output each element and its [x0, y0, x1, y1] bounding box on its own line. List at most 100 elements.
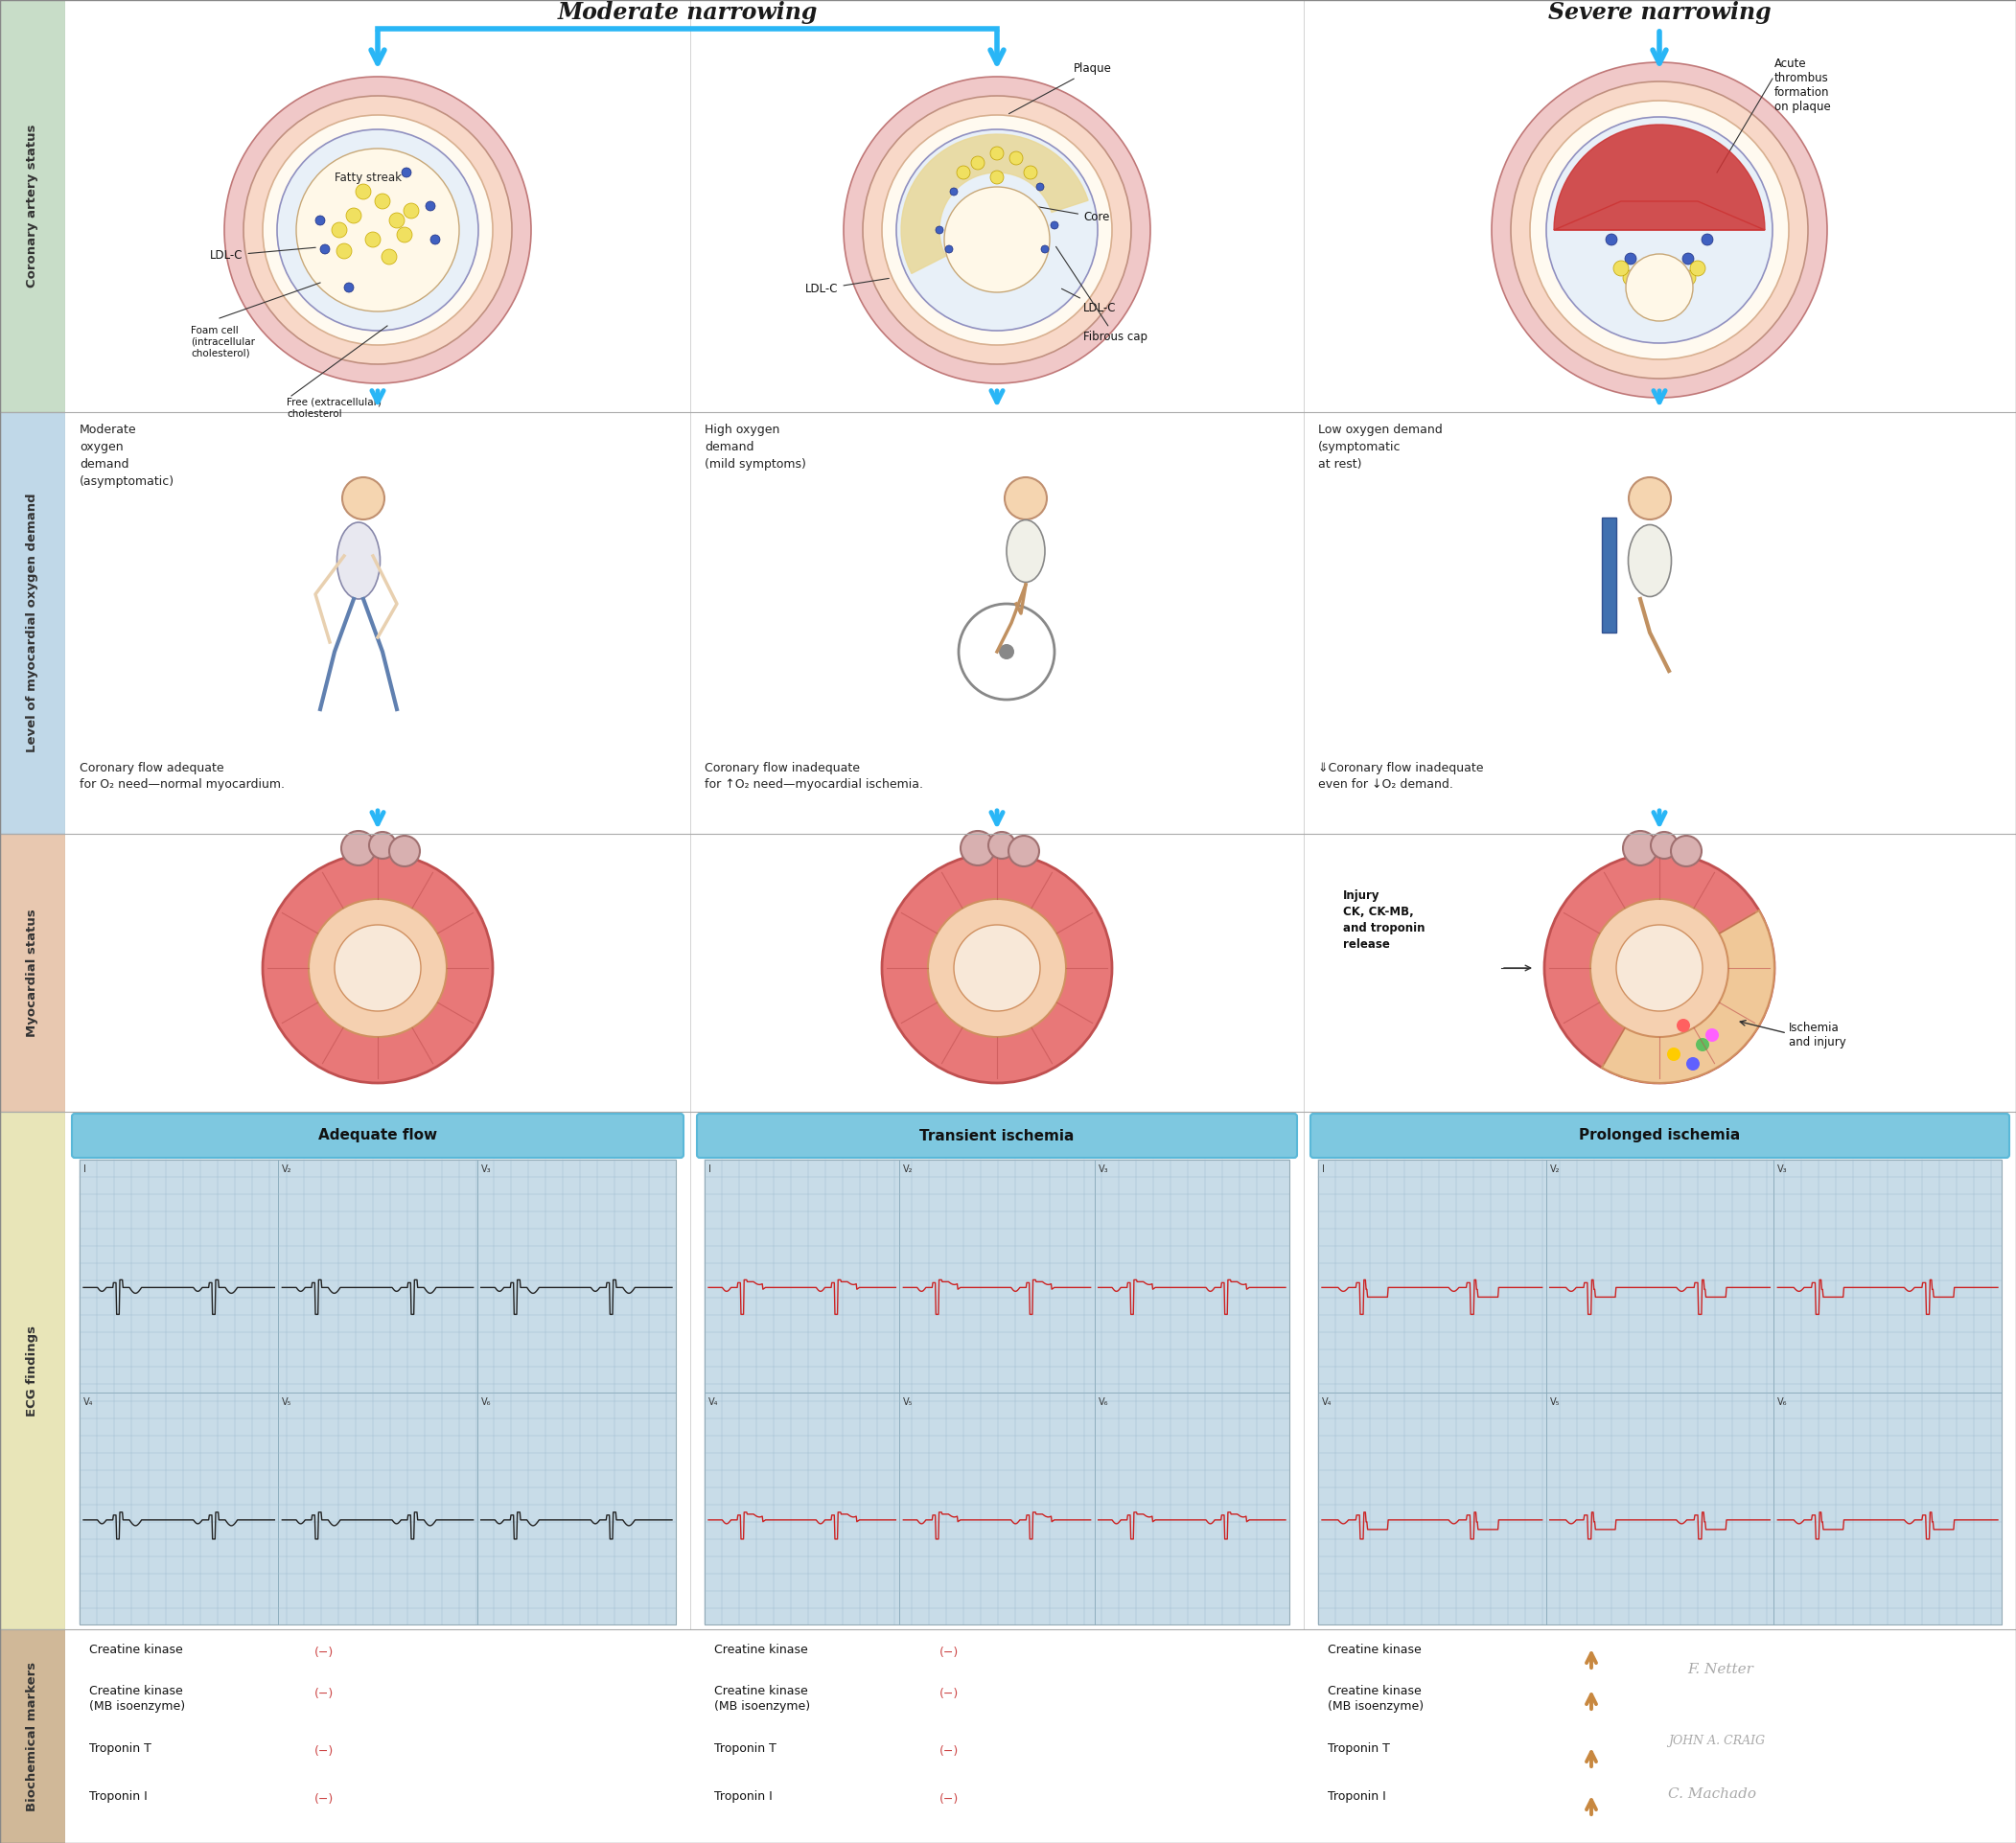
FancyBboxPatch shape [73, 1113, 683, 1157]
Circle shape [960, 831, 996, 866]
Text: I: I [1322, 1165, 1325, 1174]
Bar [478, 1159, 675, 1391]
Text: I: I [708, 1165, 712, 1174]
Text: Coronary flow adequate
for O₂ need—normal myocardium.: Coronary flow adequate for O₂ need—norma… [79, 761, 284, 791]
Text: Biochemical markers: Biochemical markers [26, 1661, 38, 1812]
Text: (−): (−) [939, 1745, 960, 1758]
Bar [899, 1391, 1095, 1624]
Circle shape [990, 171, 1004, 184]
Text: Creatine kinase: Creatine kinase [1329, 1644, 1421, 1657]
Polygon shape [901, 135, 1089, 273]
Text: Creatine kinase: Creatine kinase [89, 1644, 183, 1657]
Circle shape [244, 96, 512, 365]
Bar [79, 1159, 278, 1391]
Bar [79, 1159, 675, 1624]
Circle shape [1036, 182, 1044, 190]
Circle shape [314, 216, 325, 225]
Text: Troponin I: Troponin I [1329, 1790, 1385, 1802]
Text: F. Netter: F. Netter [1687, 1662, 1754, 1677]
Bar [1546, 1159, 1774, 1391]
Circle shape [990, 147, 1004, 160]
Text: V₃: V₃ [1099, 1165, 1109, 1174]
Wedge shape [1603, 910, 1774, 1084]
Text: Troponin T: Troponin T [89, 1742, 151, 1755]
Circle shape [1008, 835, 1038, 866]
Circle shape [1683, 252, 1693, 265]
Circle shape [1510, 81, 1808, 378]
Ellipse shape [1629, 525, 1671, 597]
Circle shape [333, 223, 347, 238]
Circle shape [954, 925, 1040, 1012]
Bar [0, 833, 65, 1111]
Circle shape [1040, 245, 1048, 252]
Circle shape [1546, 116, 1772, 343]
Circle shape [1605, 234, 1617, 245]
Circle shape [343, 477, 385, 520]
Bar [899, 1159, 1095, 1391]
Circle shape [224, 77, 530, 383]
Text: Transient ischemia: Transient ischemia [919, 1128, 1075, 1143]
Text: Level of myocardial oxygen demand: Level of myocardial oxygen demand [26, 494, 38, 752]
Circle shape [335, 925, 421, 1012]
Text: LDL-C: LDL-C [210, 247, 317, 262]
Circle shape [1685, 1058, 1699, 1071]
Bar [1546, 1391, 1774, 1624]
Circle shape [397, 227, 411, 243]
Text: Creatine kinase
(MB isoenzyme): Creatine kinase (MB isoenzyme) [1329, 1685, 1423, 1712]
Circle shape [365, 232, 381, 247]
Circle shape [1492, 63, 1826, 398]
Circle shape [1667, 1047, 1681, 1062]
Circle shape [337, 243, 353, 258]
Text: Fatty streak: Fatty streak [335, 171, 401, 184]
Text: Foam cell
(intracellular
cholesterol): Foam cell (intracellular cholesterol) [192, 326, 254, 358]
Circle shape [389, 835, 419, 866]
Bar [0, 0, 65, 413]
Circle shape [401, 168, 411, 177]
Circle shape [345, 282, 353, 293]
Circle shape [381, 249, 397, 265]
Circle shape [355, 184, 371, 199]
Text: High oxygen
demand
(mild symptoms): High oxygen demand (mild symptoms) [706, 424, 806, 470]
Circle shape [1671, 835, 1702, 866]
Text: (−): (−) [314, 1793, 335, 1806]
Circle shape [347, 208, 361, 223]
Ellipse shape [337, 522, 381, 599]
Circle shape [1681, 271, 1695, 286]
Circle shape [1677, 1019, 1689, 1032]
Circle shape [946, 245, 954, 252]
Circle shape [972, 157, 984, 170]
Text: Low oxygen demand
(symptomatic
at rest): Low oxygen demand (symptomatic at rest) [1318, 424, 1443, 470]
Circle shape [881, 114, 1113, 345]
Text: V₄: V₄ [708, 1397, 718, 1406]
Circle shape [1651, 299, 1667, 315]
Circle shape [1591, 899, 1728, 1038]
Text: Fibrous cap: Fibrous cap [1056, 247, 1147, 343]
Text: V₂: V₂ [1550, 1165, 1560, 1174]
Text: Moderate
oxygen
demand
(asymptomatic): Moderate oxygen demand (asymptomatic) [79, 424, 175, 488]
Bar [278, 1391, 478, 1624]
Circle shape [1530, 101, 1788, 359]
Text: V₅: V₅ [282, 1397, 292, 1406]
Text: V₅: V₅ [903, 1397, 913, 1406]
Circle shape [1651, 831, 1677, 859]
Circle shape [375, 194, 391, 208]
Text: Myocardial status: Myocardial status [26, 909, 38, 1038]
Circle shape [897, 129, 1097, 330]
Bar [278, 1159, 478, 1391]
Circle shape [308, 899, 448, 1038]
Circle shape [321, 245, 331, 254]
Text: I: I [83, 1165, 87, 1174]
Circle shape [988, 831, 1016, 859]
Text: Plaque: Plaque [1008, 63, 1113, 114]
Circle shape [1629, 477, 1671, 520]
Text: (−): (−) [939, 1646, 960, 1659]
Circle shape [1004, 477, 1046, 520]
Circle shape [1010, 151, 1022, 164]
Text: V₄: V₄ [1322, 1397, 1333, 1406]
Text: Acute
thrombus
formation
on plaque: Acute thrombus formation on plaque [1774, 57, 1831, 112]
Polygon shape [1554, 125, 1764, 230]
Bar [706, 1159, 899, 1391]
Text: V₅: V₅ [1550, 1397, 1560, 1406]
Circle shape [431, 234, 439, 245]
Text: V₂: V₂ [282, 1165, 292, 1174]
